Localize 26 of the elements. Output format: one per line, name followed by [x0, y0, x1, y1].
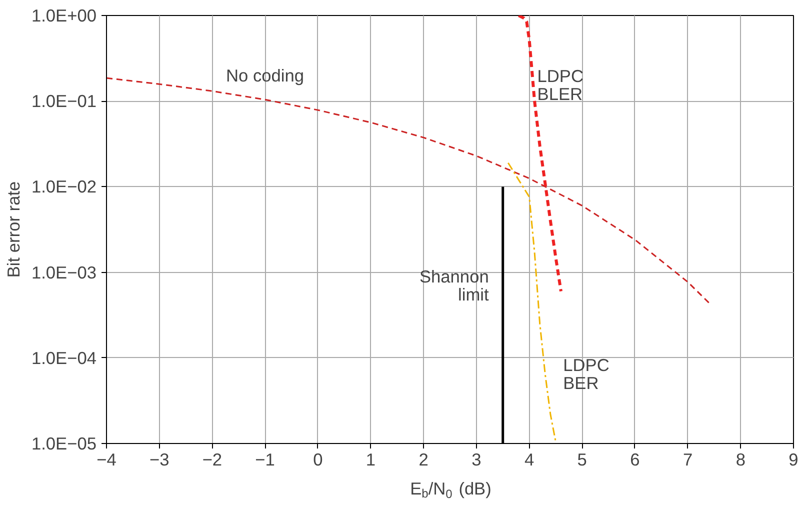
annotation: Shannon limit	[419, 266, 490, 305]
y-tick-label: 1.0E−01	[31, 91, 97, 112]
annotation: LDPC BLER	[537, 66, 584, 104]
x-tick-label: 8	[736, 450, 746, 470]
x-tick-label: −1	[255, 450, 275, 470]
y-tick-label: 1.0E−04	[31, 348, 97, 368]
x-tick-label: 1	[366, 450, 376, 470]
x-tick-label: 3	[472, 450, 482, 470]
x-tick-label: 2	[418, 450, 428, 470]
line-series	[507, 162, 556, 442]
x-tick-label: 5	[577, 450, 587, 470]
x-tick-label: −4	[96, 450, 117, 470]
x-tick-label: −3	[149, 450, 170, 470]
annotation: LDPC BER	[563, 354, 610, 393]
y-axis-title: Bit error rate	[3, 181, 24, 278]
x-tick-label: 7	[682, 450, 693, 470]
x-tick-label: 4	[524, 450, 534, 470]
x-tick-label: 0	[313, 450, 323, 470]
y-tick-label: 1.0E−02	[31, 176, 97, 197]
y-tick-label: 1.0E−05	[31, 434, 97, 454]
x-tick-label: 9	[788, 450, 798, 470]
y-tick-label: 1.0E−03	[31, 262, 97, 282]
x-tick-label: 6	[630, 450, 640, 470]
y-tick-label: 1.0E+00	[31, 6, 97, 26]
annotation: No coding	[226, 66, 304, 86]
x-tick-label: −2	[202, 450, 222, 470]
